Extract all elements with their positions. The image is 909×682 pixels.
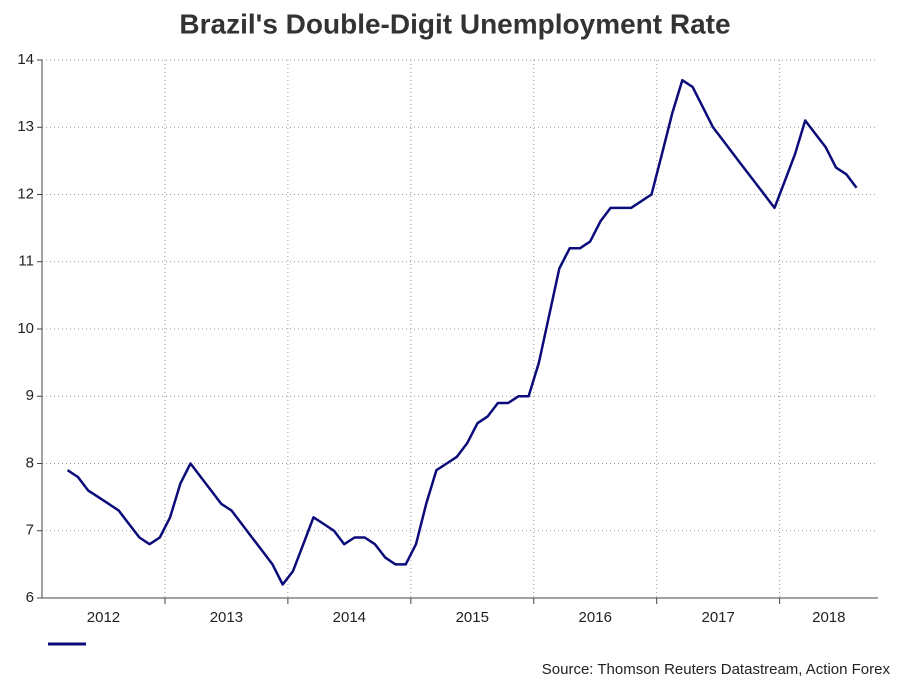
chart-title: Brazil's Double-Digit Unemployment Rate (179, 8, 730, 39)
y-tick-label: 7 (26, 522, 34, 539)
y-tick-label: 10 (17, 320, 34, 337)
y-tick-label: 6 (26, 589, 34, 606)
x-tick-label: 2016 (579, 609, 612, 626)
y-tick-label: 8 (26, 454, 34, 471)
x-tick-label: 2012 (87, 609, 120, 626)
y-tick-label: 11 (18, 253, 34, 270)
source: Source: Thomson Reuters Datastream, Acti… (542, 661, 891, 678)
x-tick-label: 2015 (456, 609, 489, 626)
x-tick-label: 2014 (333, 609, 366, 626)
y-tick-label: 13 (17, 118, 34, 135)
x-tick-label: 2017 (701, 609, 734, 626)
y-tick-label: 12 (17, 185, 34, 202)
y-tick-label: 14 (17, 51, 34, 68)
y-tick-label: 9 (26, 387, 34, 404)
line (66, 78, 858, 586)
x-tick-label: 2013 (210, 609, 243, 626)
x-tick-label: 2018 (812, 609, 845, 626)
